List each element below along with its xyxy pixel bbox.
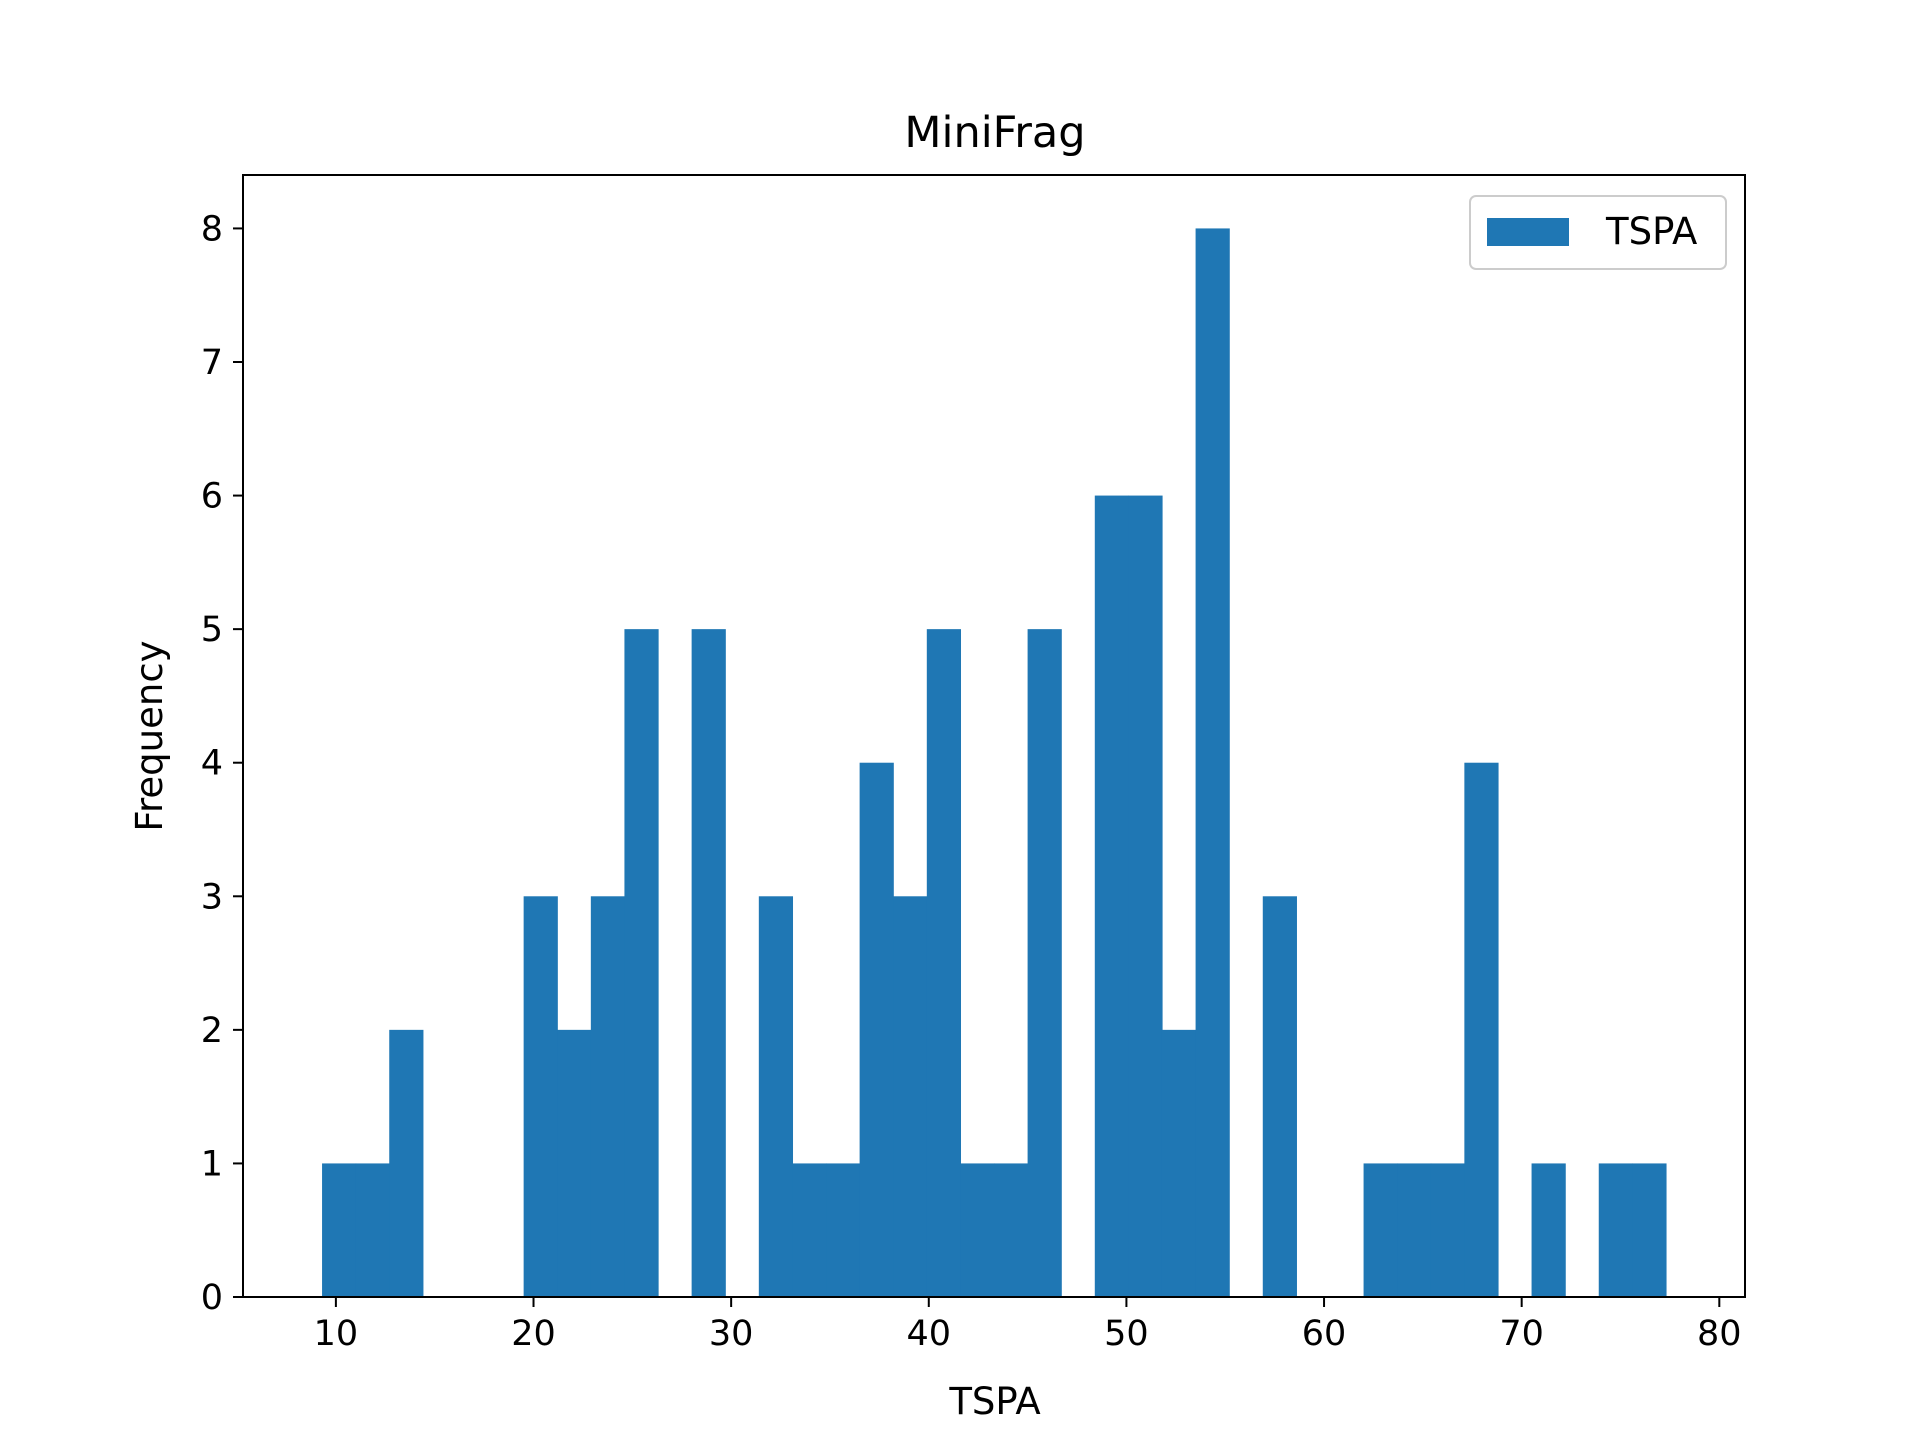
- histogram-bar: [859, 762, 894, 1297]
- histogram-bar: [1430, 1163, 1465, 1297]
- y-tick-label: 1: [201, 1144, 223, 1184]
- y-axis-label: Frequency: [128, 640, 171, 831]
- histogram-bar: [893, 896, 928, 1297]
- legend-label: TSPA: [1605, 210, 1697, 253]
- histogram-bar: [1598, 1163, 1633, 1297]
- y-tick-label: 3: [201, 877, 223, 917]
- histogram-bar: [792, 1163, 827, 1297]
- histogram-bar: [1464, 762, 1499, 1297]
- histogram-bar: [557, 1029, 592, 1297]
- x-tick-label: 20: [511, 1314, 556, 1354]
- x-tick-label: 30: [709, 1314, 754, 1354]
- bars-group: [322, 228, 1667, 1298]
- legend-box: [1469, 195, 1727, 270]
- x-tick-label: 80: [1697, 1314, 1742, 1354]
- histogram-bar: [994, 1163, 1029, 1297]
- histogram-bar: [1531, 1163, 1566, 1297]
- y-tick-label: 2: [201, 1011, 223, 1051]
- histogram-bar: [1262, 896, 1297, 1297]
- histogram-bar: [322, 1163, 357, 1297]
- legend: TSPA: [1469, 195, 1727, 270]
- y-tick-label: 4: [201, 744, 223, 784]
- histogram-bar: [1027, 629, 1062, 1297]
- histogram-bar: [826, 1163, 861, 1297]
- histogram-bar: [926, 629, 962, 1297]
- histogram-bar: [758, 896, 794, 1297]
- histogram-bar: [1161, 1029, 1197, 1297]
- plot-frame: [242, 174, 1746, 1298]
- histogram-bar: [1363, 1163, 1398, 1297]
- x-tick-label: 10: [314, 1314, 359, 1354]
- x-tick-label: 40: [907, 1314, 952, 1354]
- histogram-bar: [691, 629, 726, 1297]
- histogram-bar: [1632, 1163, 1667, 1297]
- y-tick-label: 6: [201, 477, 223, 517]
- y-tick-label: 0: [201, 1278, 223, 1318]
- y-axis-ticks: 0 1 2 3 4 5 6 7 8: [201, 209, 243, 1318]
- x-axis-label: TSPA: [948, 1380, 1040, 1423]
- x-tick-label: 70: [1499, 1314, 1544, 1354]
- histogram-bar: [624, 629, 659, 1297]
- histogram-bar: [355, 1163, 390, 1297]
- histogram-bar: [523, 896, 558, 1297]
- histogram-bar: [389, 1029, 424, 1297]
- histogram-bar: [1128, 495, 1163, 1298]
- legend-swatch: [1487, 218, 1569, 246]
- x-tick-label: 50: [1104, 1314, 1149, 1354]
- histogram-bar: [1397, 1163, 1432, 1297]
- y-tick-label: 5: [201, 610, 223, 650]
- x-axis-ticks: 10 20 30 40 50 60 70 80: [314, 1297, 1742, 1354]
- histogram-bar: [1195, 228, 1230, 1297]
- x-tick-label: 60: [1302, 1314, 1347, 1354]
- histogram-bar: [1094, 495, 1129, 1298]
- chart-title: MiniFrag: [904, 108, 1085, 158]
- y-tick-label: 7: [201, 343, 223, 383]
- histogram-bar: [960, 1163, 995, 1297]
- y-tick-label: 8: [201, 209, 223, 249]
- histogram-bar: [590, 896, 626, 1297]
